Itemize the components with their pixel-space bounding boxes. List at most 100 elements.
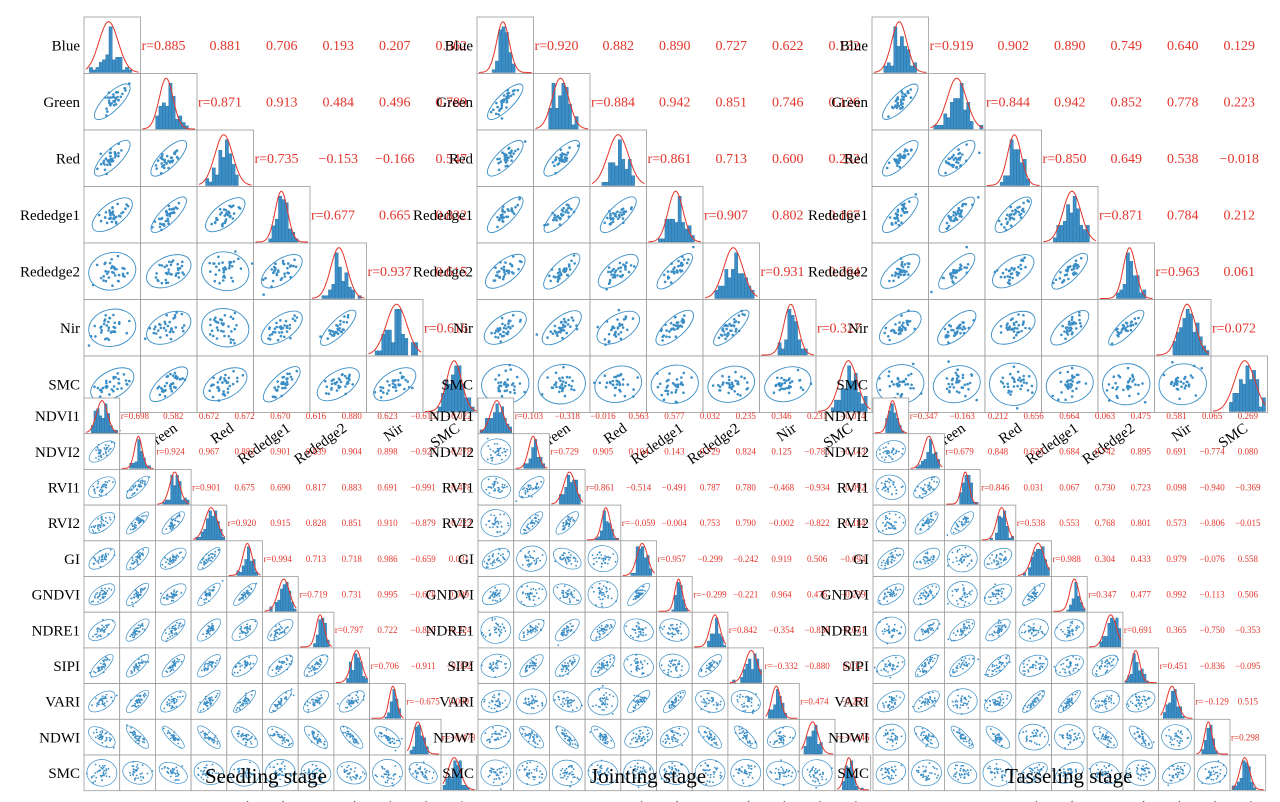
scatter-point bbox=[503, 210, 507, 214]
scatter-point bbox=[510, 155, 514, 158]
scatter-point bbox=[318, 697, 320, 700]
scatter-point bbox=[111, 619, 114, 622]
scatter-point bbox=[527, 494, 530, 497]
scatter-point bbox=[200, 561, 203, 564]
scatter-point bbox=[1017, 271, 1021, 275]
scatter-point bbox=[172, 330, 175, 334]
scatter-point bbox=[132, 485, 135, 488]
scatter-point bbox=[619, 337, 623, 341]
scatter-point bbox=[1180, 385, 1183, 389]
scatter-point bbox=[562, 323, 565, 327]
scatter-point bbox=[553, 164, 556, 168]
scatter-point bbox=[623, 210, 626, 213]
scatter-point bbox=[208, 557, 211, 560]
histogram-bar bbox=[943, 113, 948, 130]
scatter-point bbox=[662, 273, 666, 277]
scatter-point bbox=[173, 734, 176, 737]
scatter-point bbox=[511, 313, 515, 317]
scatter-point bbox=[496, 447, 499, 450]
scatter-point bbox=[505, 98, 509, 102]
scatter-point bbox=[393, 738, 396, 741]
scatter-point bbox=[422, 761, 425, 763]
scatter-point bbox=[616, 217, 620, 221]
scatter-point bbox=[243, 631, 246, 634]
scatter-point bbox=[900, 221, 903, 224]
scatter-point bbox=[730, 382, 734, 386]
scatter-point bbox=[216, 659, 219, 662]
histogram-bar bbox=[740, 273, 745, 299]
scatter-point bbox=[887, 115, 890, 118]
scatter-point bbox=[321, 654, 324, 657]
histogram-bar bbox=[331, 283, 336, 299]
scatter-point bbox=[212, 589, 215, 591]
scatter-point bbox=[172, 518, 175, 520]
row-label: GI bbox=[64, 552, 80, 568]
scatter-point bbox=[143, 337, 147, 341]
scatter-point bbox=[137, 777, 140, 779]
scatter-point bbox=[679, 382, 682, 386]
histogram-bar bbox=[165, 499, 169, 505]
scatter-point bbox=[895, 272, 898, 275]
scatter-point bbox=[618, 215, 621, 219]
normal-curve bbox=[335, 649, 369, 684]
scatter-point bbox=[170, 734, 173, 737]
scatter-point bbox=[138, 520, 140, 522]
scatter-point bbox=[685, 261, 689, 265]
scatter-point bbox=[898, 321, 901, 324]
scatter-point bbox=[104, 517, 107, 519]
scatter-point bbox=[561, 328, 564, 332]
scatter-point bbox=[177, 779, 180, 781]
scatter-point bbox=[666, 392, 670, 396]
scatter-point bbox=[1189, 374, 1193, 377]
histogram-bar bbox=[561, 83, 566, 130]
scatter-point bbox=[529, 484, 532, 487]
scatter-point bbox=[173, 524, 176, 526]
scatter-point bbox=[566, 323, 570, 326]
scatter-point bbox=[379, 386, 383, 389]
scatter-point bbox=[354, 738, 356, 740]
scatter-point bbox=[721, 374, 724, 378]
scatter-point bbox=[962, 325, 965, 329]
scatter-point bbox=[169, 372, 172, 376]
scatter-point bbox=[313, 669, 316, 671]
correlation-value: 0.615 bbox=[436, 265, 468, 280]
scatter-point bbox=[499, 454, 501, 457]
scatter-point bbox=[896, 164, 899, 168]
scatter-point bbox=[274, 262, 277, 266]
histogram-bar bbox=[219, 529, 223, 541]
histogram-bar bbox=[490, 418, 494, 433]
scatter-point bbox=[178, 514, 180, 517]
scatter-point bbox=[135, 663, 138, 665]
scatter-point bbox=[249, 741, 252, 743]
scatter-point bbox=[112, 214, 115, 217]
histogram-bar bbox=[946, 117, 951, 130]
row-label: Rededge2 bbox=[413, 265, 473, 281]
scatter-point bbox=[166, 219, 170, 223]
scatter-point bbox=[956, 330, 959, 333]
scatter-point bbox=[972, 319, 975, 322]
scatter-point bbox=[165, 528, 168, 530]
scatter-point bbox=[676, 383, 680, 387]
scatter-point bbox=[165, 375, 169, 379]
scatter-point bbox=[692, 245, 695, 249]
scatter-point bbox=[912, 387, 915, 390]
scatter-point bbox=[110, 220, 114, 224]
scatter-point bbox=[488, 486, 491, 488]
scatter-point bbox=[614, 335, 618, 338]
scatter-point bbox=[105, 739, 108, 741]
scatter-point bbox=[523, 487, 526, 489]
scatter-point bbox=[95, 633, 98, 636]
scatter-point bbox=[503, 389, 507, 393]
scatter-point bbox=[392, 385, 395, 389]
scatter-point bbox=[175, 705, 178, 708]
scatter-point bbox=[546, 223, 550, 226]
scatter-point bbox=[993, 270, 997, 274]
scatter-point bbox=[507, 147, 510, 151]
scatter-point bbox=[616, 274, 619, 277]
scatter-point bbox=[612, 212, 615, 215]
histogram-bar bbox=[1009, 139, 1014, 186]
scatter-point bbox=[361, 771, 364, 774]
histogram-bar bbox=[913, 62, 917, 73]
scatter-point bbox=[167, 222, 170, 225]
scatter-point bbox=[286, 372, 289, 376]
